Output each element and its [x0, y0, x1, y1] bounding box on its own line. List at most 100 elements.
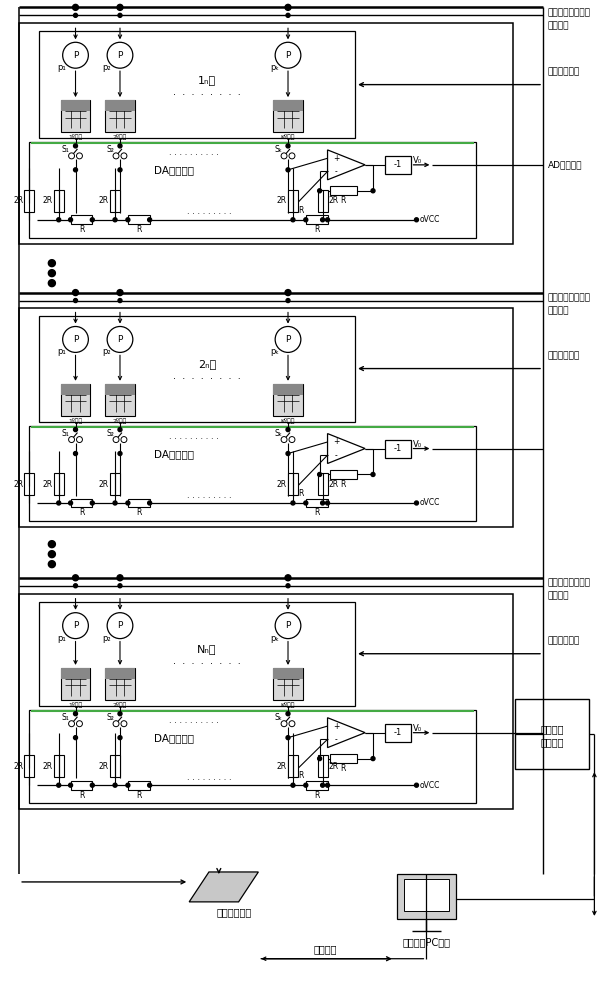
Circle shape	[113, 153, 119, 159]
Text: DA转换电路: DA转换电路	[154, 449, 194, 459]
Text: 2R: 2R	[99, 480, 109, 489]
Bar	[403, 879, 449, 911]
Text: 电源开关控制总线: 电源开关控制总线	[548, 579, 591, 588]
Text: P: P	[73, 51, 78, 60]
Circle shape	[72, 4, 78, 10]
Circle shape	[289, 153, 295, 159]
Text: 1º设备: 1º设备	[68, 702, 83, 708]
Bar	[24, 755, 34, 777]
Circle shape	[117, 4, 123, 10]
Text: 2R: 2R	[13, 480, 23, 489]
Circle shape	[77, 437, 83, 443]
Circle shape	[318, 189, 321, 193]
Text: -1: -1	[394, 728, 402, 737]
Text: Kº设备: Kº设备	[281, 702, 295, 708]
Circle shape	[126, 501, 130, 505]
Circle shape	[304, 783, 308, 787]
Circle shape	[121, 721, 127, 727]
Circle shape	[321, 783, 324, 787]
Text: 2R: 2R	[329, 762, 339, 771]
Bar	[318, 755, 327, 777]
Bar	[71, 499, 92, 507]
Text: P: P	[73, 335, 78, 344]
Bar	[110, 190, 120, 212]
Circle shape	[304, 501, 308, 505]
Circle shape	[286, 712, 290, 716]
Text: R: R	[136, 791, 142, 800]
Text: 模拟设备: 模拟设备	[541, 737, 564, 747]
Text: -1: -1	[394, 444, 402, 453]
Circle shape	[121, 437, 127, 443]
Circle shape	[318, 472, 321, 476]
Circle shape	[291, 218, 295, 222]
Bar	[329, 470, 357, 479]
Bar	[105, 384, 135, 395]
Text: 1º设备: 1º设备	[68, 418, 83, 424]
Circle shape	[90, 218, 94, 222]
Bar	[516, 699, 590, 769]
Circle shape	[318, 757, 321, 761]
Circle shape	[285, 575, 291, 581]
Text: · · · · · · · · · ·: · · · · · · · · · ·	[169, 719, 219, 728]
Circle shape	[148, 501, 151, 505]
Bar	[128, 499, 150, 507]
Bar	[273, 668, 303, 700]
Bar	[19, 594, 513, 809]
Bar	[397, 874, 456, 919]
Text: R: R	[341, 196, 346, 205]
Circle shape	[291, 501, 295, 505]
Circle shape	[126, 218, 130, 222]
Text: P: P	[73, 621, 78, 630]
Text: ●: ●	[46, 539, 55, 549]
Circle shape	[281, 721, 287, 727]
Text: R: R	[298, 771, 303, 780]
Text: 测试柜控制器: 测试柜控制器	[216, 907, 251, 917]
Bar	[71, 781, 92, 790]
Bar	[29, 710, 476, 803]
Bar	[288, 755, 298, 777]
Bar	[29, 426, 476, 521]
Text: 2R: 2R	[43, 480, 53, 489]
Text: -1: -1	[394, 160, 402, 169]
Bar	[105, 668, 135, 700]
Bar	[329, 754, 357, 763]
Text: S₂: S₂	[106, 429, 114, 438]
Bar	[61, 384, 90, 416]
Text: 电源开关控制总线: 电源开关控制总线	[548, 294, 591, 303]
Circle shape	[326, 218, 329, 222]
Circle shape	[414, 783, 418, 787]
Bar	[29, 142, 476, 238]
Circle shape	[74, 736, 78, 740]
Bar	[128, 215, 150, 224]
Text: V₀: V₀	[412, 440, 421, 449]
Bar	[110, 473, 120, 495]
Text: R: R	[314, 225, 320, 234]
Text: Kº设备: Kº设备	[281, 134, 295, 140]
Text: 2R: 2R	[277, 480, 287, 489]
Text: 2ₙ排: 2ₙ排	[198, 359, 216, 369]
Circle shape	[286, 452, 290, 456]
Circle shape	[289, 437, 295, 443]
Text: R: R	[136, 508, 142, 517]
Text: 上位机（PC机）: 上位机（PC机）	[402, 937, 450, 947]
Text: p₁: p₁	[58, 347, 66, 356]
Circle shape	[118, 168, 122, 172]
Circle shape	[118, 299, 122, 303]
Text: AD采样总线: AD采样总线	[548, 160, 582, 169]
Text: pₖ: pₖ	[270, 634, 279, 643]
Text: S₂: S₂	[106, 145, 114, 154]
Text: 功能测试总线: 功能测试总线	[548, 637, 580, 646]
Circle shape	[118, 13, 122, 17]
Text: P: P	[118, 335, 122, 344]
Circle shape	[321, 218, 324, 222]
Bar	[385, 724, 411, 742]
Circle shape	[90, 783, 94, 787]
Text: 通信总线: 通信总线	[548, 592, 569, 601]
Text: R: R	[298, 206, 303, 215]
Circle shape	[286, 13, 290, 17]
Text: · · · · · · · · ·: · · · · · · · · ·	[187, 210, 232, 219]
Circle shape	[69, 218, 72, 222]
Circle shape	[69, 501, 72, 505]
Bar	[318, 473, 327, 495]
Circle shape	[286, 144, 290, 148]
